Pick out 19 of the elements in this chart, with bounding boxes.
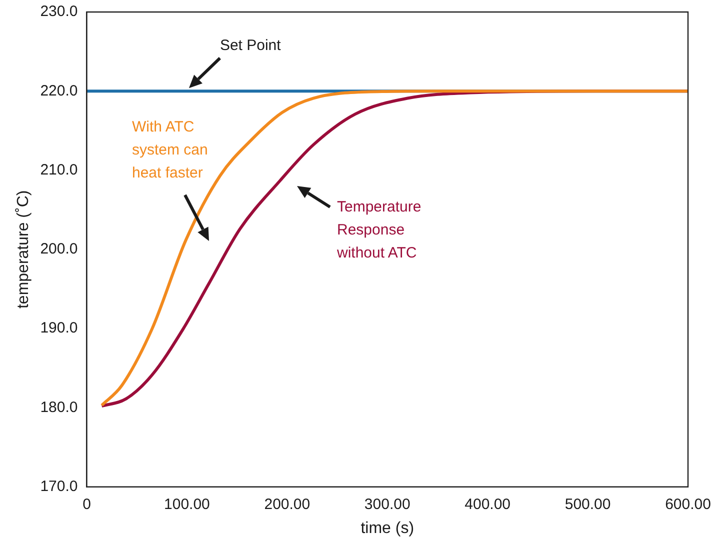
y-axis-title: temperature (˚C) <box>15 190 32 309</box>
x-tick-label: 400.00 <box>464 496 511 513</box>
annotation: With ATC system can heat faster <box>132 118 208 182</box>
annotation: Temperature Response without ATC <box>336 198 422 262</box>
ref-line-label: Set Point <box>220 36 282 54</box>
x-tick-label: 600.00 <box>665 496 711 513</box>
y-tick-label: 180.0 <box>40 398 78 416</box>
y-tick-label: 170.0 <box>40 478 78 495</box>
x-tick-label: 300.00 <box>364 496 410 513</box>
y-tick-label: 220.0 <box>40 82 78 100</box>
x-tick-label: 0 <box>82 496 91 513</box>
y-tick-label: 210.0 <box>40 161 78 178</box>
y-tick-label: 200.0 <box>40 240 78 258</box>
y-tick-label: 230.0 <box>40 3 78 20</box>
x-tick-label: 200.00 <box>264 496 310 513</box>
x-tick-label: 100.00 <box>164 496 210 513</box>
x-tick-label: 500.00 <box>564 496 611 513</box>
x-axis-title: time (s) <box>360 520 414 537</box>
y-tick-label: 190.0 <box>40 320 78 337</box>
